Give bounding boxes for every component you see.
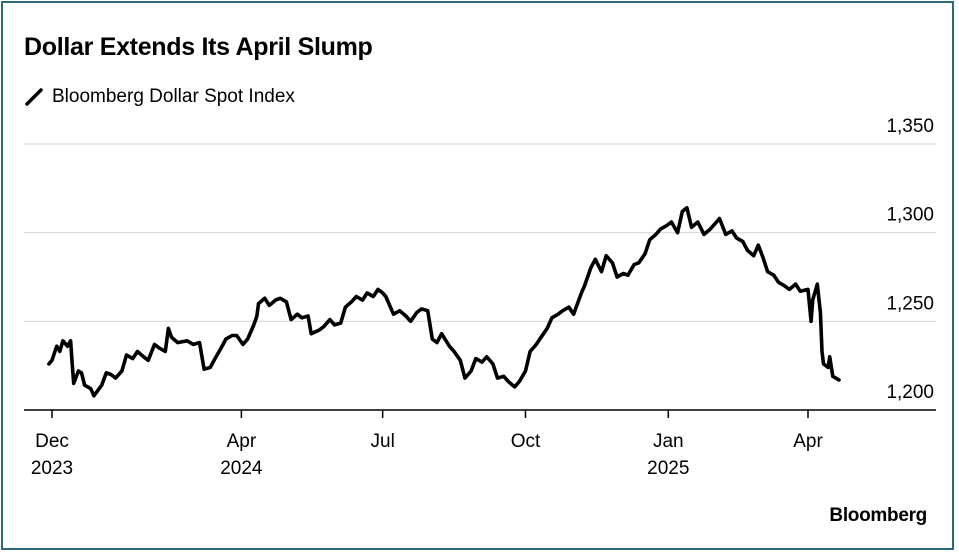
x-tick-year-label: 2023 xyxy=(31,458,73,479)
x-tick-label: Apr xyxy=(227,431,257,452)
x-tick-label: Jan xyxy=(653,431,684,452)
legend-line-swatch-icon xyxy=(25,88,43,106)
x-tick-label: Apr xyxy=(793,431,823,452)
x-tick-year-label: 2025 xyxy=(647,458,689,479)
y-tick-label: 1,300 xyxy=(886,205,934,226)
y-tick-label: 1,350 xyxy=(886,116,934,137)
legend: Bloomberg Dollar Spot Index xyxy=(24,85,295,109)
source-logo-text: Bloomberg xyxy=(829,505,927,526)
series-line-dollar-index xyxy=(47,206,841,398)
x-tick-year-label: 2024 xyxy=(220,458,263,479)
x-tick-label: Dec xyxy=(35,431,69,452)
x-tick-label: Oct xyxy=(511,431,541,452)
y-tick-label: 1,250 xyxy=(886,293,934,314)
chart-title: Dollar Extends Its April Slump xyxy=(24,33,373,61)
legend-label: Bloomberg Dollar Spot Index xyxy=(52,86,295,107)
y-tick-label: 1,200 xyxy=(886,382,934,403)
x-tick-label: Jul xyxy=(371,431,395,452)
